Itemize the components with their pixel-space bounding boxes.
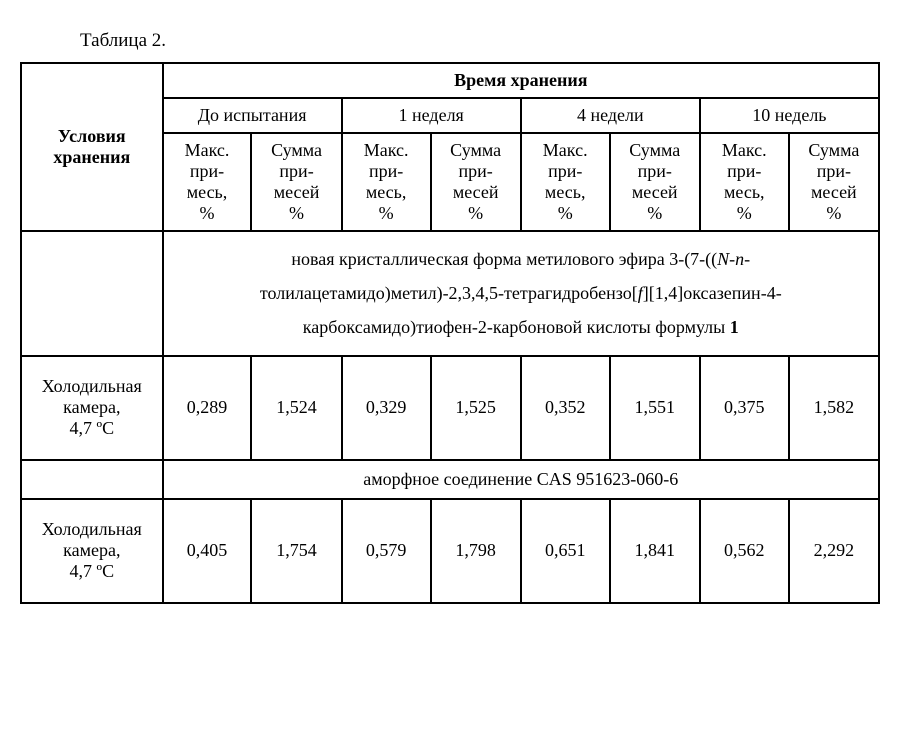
subheader-max: Макс. при- месь, %	[163, 133, 252, 231]
data-cell: 1,551	[610, 356, 700, 460]
period-1week: 1 неделя	[342, 98, 521, 133]
subheader-sum: Сумма при- месей %	[251, 133, 341, 231]
data-cell: 0,329	[342, 356, 431, 460]
data-cell: 1,525	[431, 356, 521, 460]
data-cell: 0,352	[521, 356, 610, 460]
section2-title: аморфное соединение CAS 951623-060-6	[163, 460, 879, 499]
section2-leftcell	[21, 460, 163, 499]
table-caption: Таблица 2.	[80, 30, 880, 52]
header-storage-time: Время хранения	[163, 63, 879, 98]
row-header-label: Условия хранения	[21, 63, 163, 231]
data-cell: 1,754	[251, 499, 341, 603]
stability-table: Условия хранения Время хранения До испыт…	[20, 62, 880, 604]
data-cell: 0,375	[700, 356, 789, 460]
data-cell: 0,289	[163, 356, 252, 460]
data-cell: 1,841	[610, 499, 700, 603]
period-4weeks: 4 недели	[521, 98, 700, 133]
data-cell: 0,562	[700, 499, 789, 603]
row1-label: Холодильная камера, 4,7 ºC	[21, 356, 163, 460]
data-cell: 1,524	[251, 356, 341, 460]
subheader-sum: Сумма при- месей %	[610, 133, 700, 231]
data-cell: 1,582	[789, 356, 879, 460]
data-cell: 2,292	[789, 499, 879, 603]
subheader-max: Макс. при- месь, %	[342, 133, 431, 231]
period-10weeks: 10 недель	[700, 98, 879, 133]
data-cell: 0,405	[163, 499, 252, 603]
period-before: До испытания	[163, 98, 342, 133]
subheader-max: Макс. при- месь, %	[521, 133, 610, 231]
subheader-sum: Сумма при- месей %	[789, 133, 879, 231]
data-cell: 0,651	[521, 499, 610, 603]
section1-leftcell	[21, 231, 163, 356]
subheader-max: Макс. при- месь, %	[700, 133, 789, 231]
data-cell: 0,579	[342, 499, 431, 603]
section1-title: новая кристаллическая форма метилового э…	[163, 231, 879, 356]
row2-label: Холодильная камера, 4,7 ºC	[21, 499, 163, 603]
subheader-sum: Сумма при- месей %	[431, 133, 521, 231]
data-cell: 1,798	[431, 499, 521, 603]
